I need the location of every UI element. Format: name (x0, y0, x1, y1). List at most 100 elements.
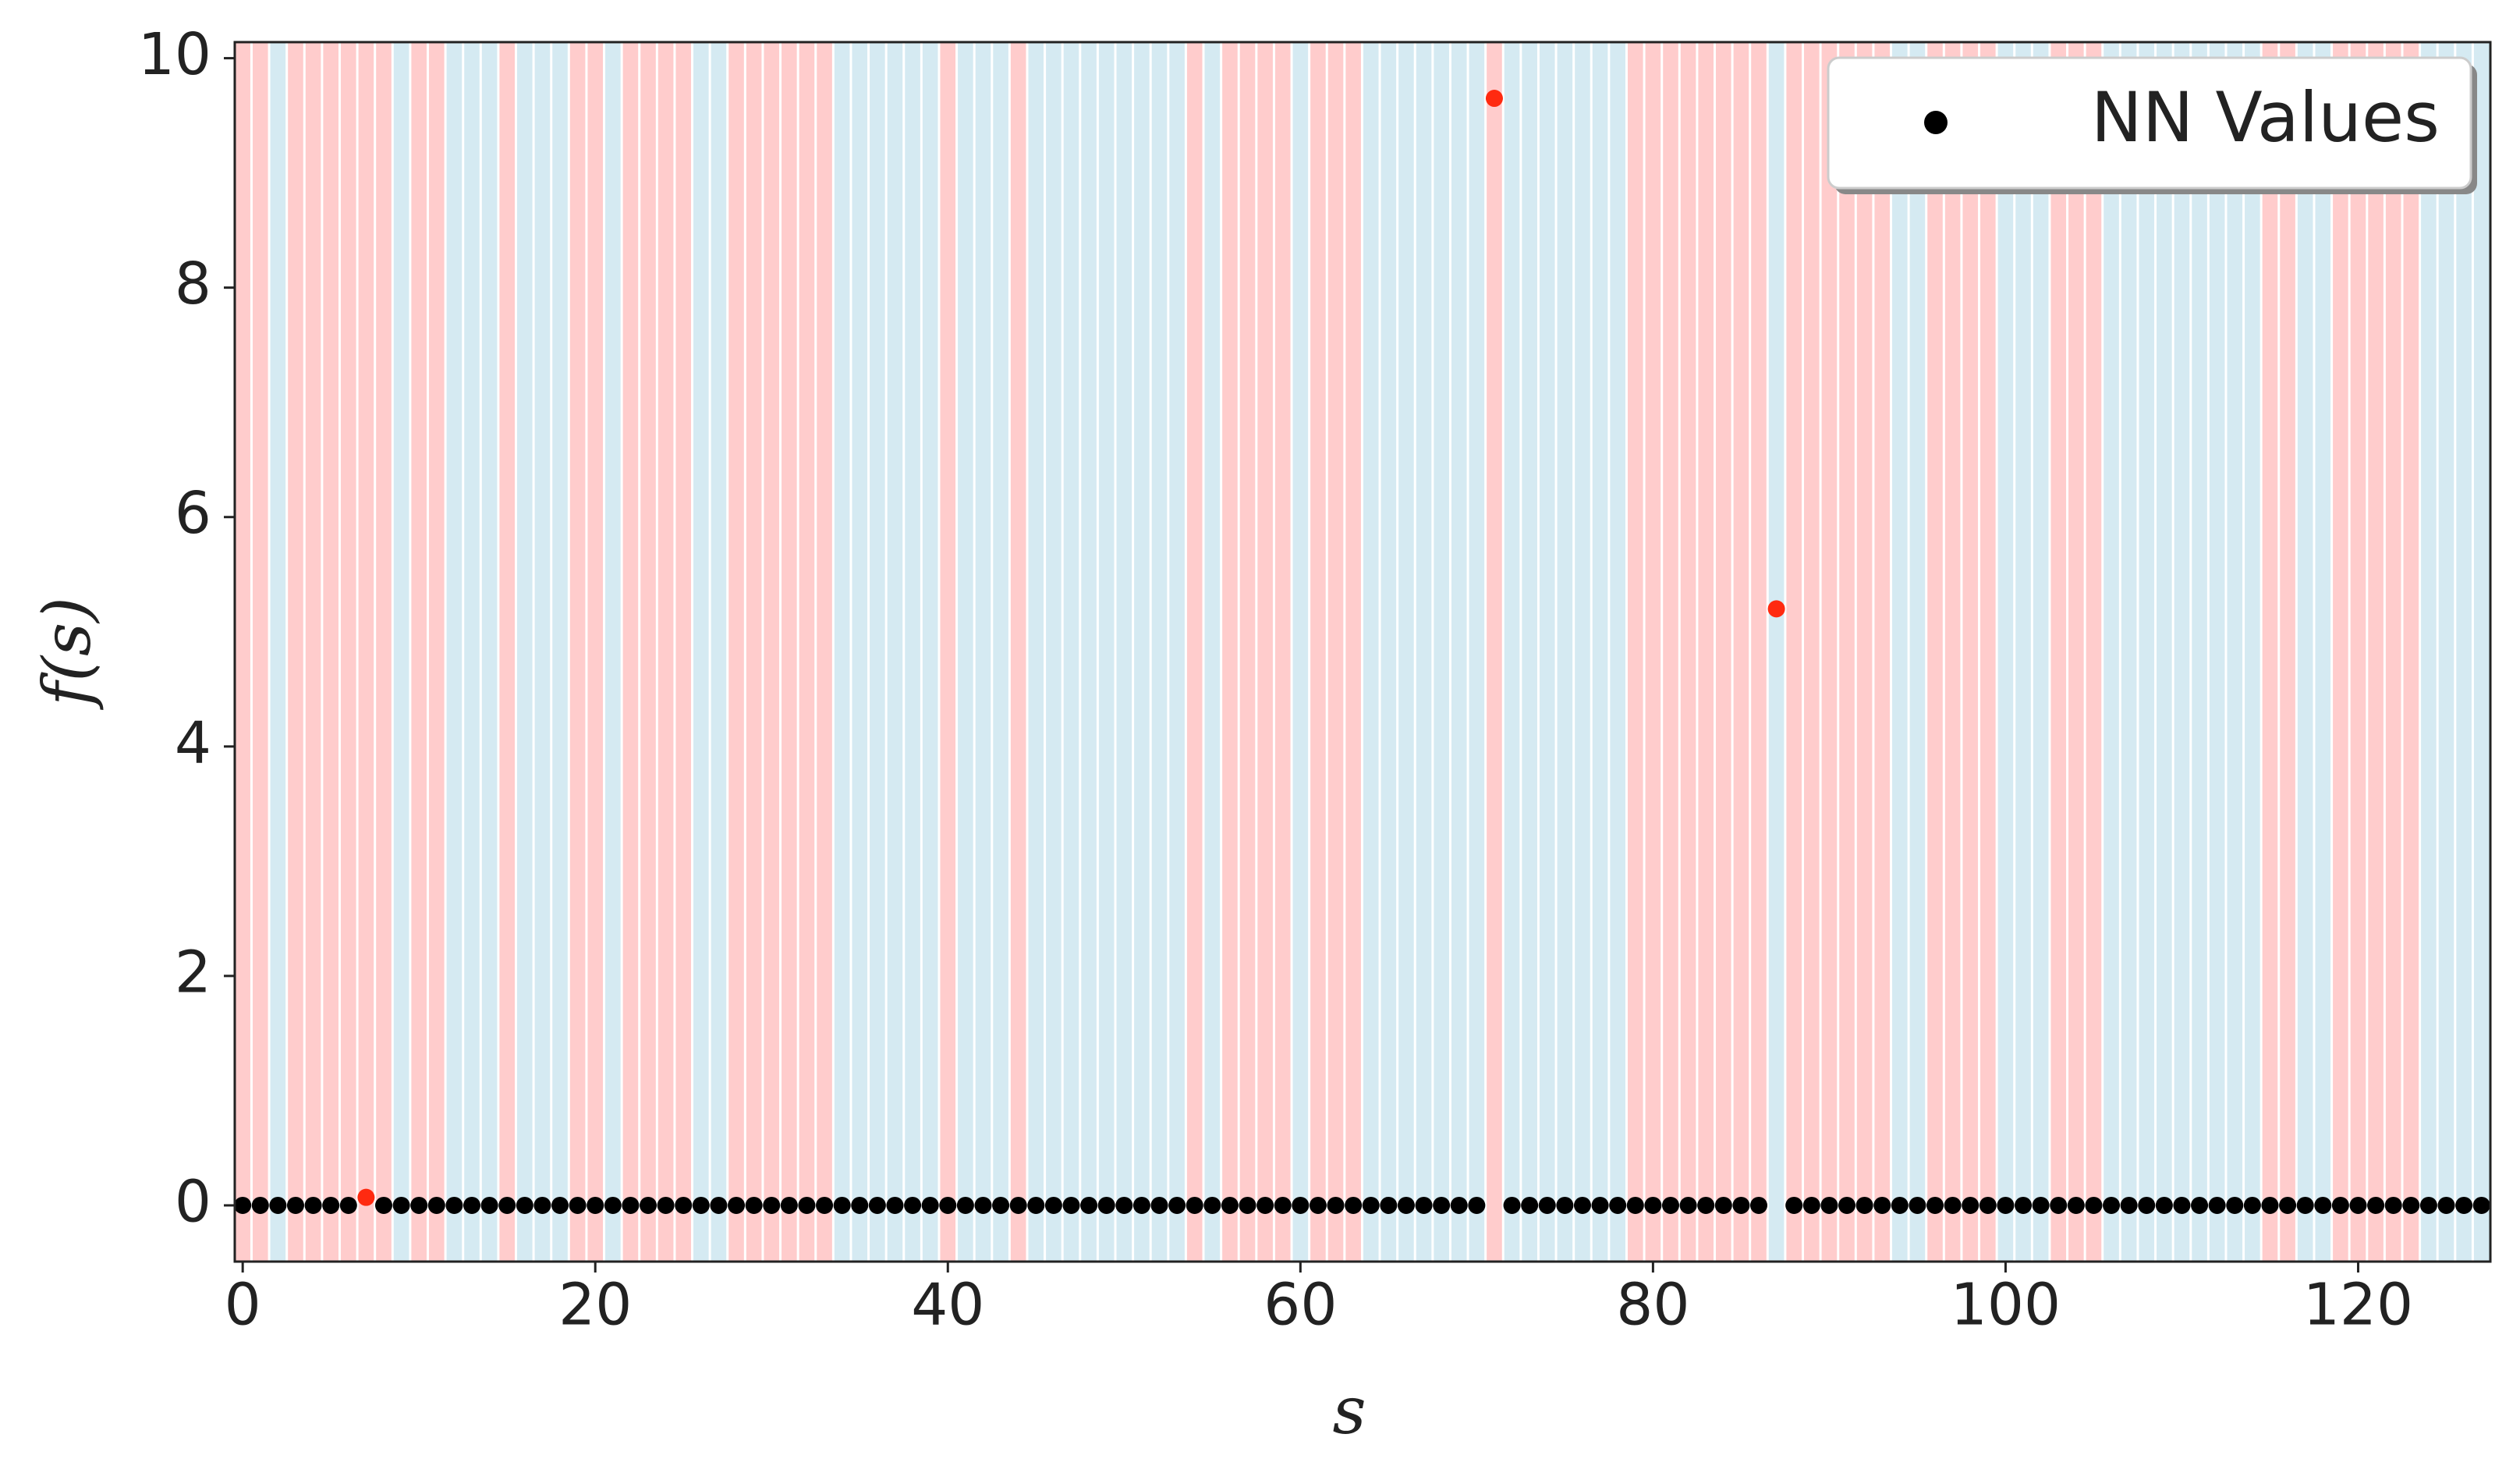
data-point (569, 1196, 587, 1214)
data-point (1397, 1196, 1415, 1214)
data-point (410, 1196, 428, 1214)
data-point (1097, 1196, 1115, 1214)
data-point (1380, 1196, 1398, 1214)
shade-band (975, 42, 991, 1262)
shade-band (1803, 42, 1820, 1262)
data-point (2208, 1196, 2226, 1214)
plot-frame (233, 41, 2492, 1263)
shade-band (2068, 42, 2084, 1262)
data-point (1062, 1196, 1080, 1214)
data-point (1749, 1196, 1767, 1214)
data-point (1309, 1196, 1327, 1214)
data-point (1503, 1196, 1521, 1214)
shade-band (1698, 42, 1714, 1262)
shade-band (2333, 42, 2348, 1262)
legend: NN Values (1827, 56, 2477, 194)
data-point (2331, 1196, 2349, 1214)
shade-band (2050, 42, 2067, 1262)
data-point (1679, 1196, 1697, 1214)
data-point (745, 1196, 763, 1214)
data-point (1256, 1196, 1274, 1214)
data-point (1450, 1196, 1468, 1214)
shade-band (2262, 42, 2278, 1262)
data-point (1820, 1196, 1838, 1214)
y-tick-label: 6 (175, 480, 211, 547)
shade-band (1151, 42, 1168, 1262)
shade-band (1997, 42, 2014, 1262)
shade-band (2385, 42, 2401, 1262)
data-point (1538, 1196, 1556, 1214)
data-point (445, 1196, 463, 1214)
data-point (234, 1196, 252, 1214)
shade-band (517, 42, 533, 1262)
shade-band (1627, 42, 1643, 1262)
shade-band (2104, 42, 2119, 1262)
data-point (2138, 1196, 2156, 1214)
data-point (1891, 1196, 1909, 1214)
y-tick-label: 2 (175, 939, 211, 1006)
data-point (1433, 1196, 1451, 1214)
data-point (1292, 1196, 1310, 1214)
data-point (921, 1196, 939, 1214)
shade-band (1381, 42, 1397, 1262)
shade-band (1487, 42, 1502, 1262)
shade-band (940, 42, 956, 1262)
x-axis-label: s (1332, 1372, 1366, 1449)
data-point (2314, 1196, 2332, 1214)
data-point (1203, 1196, 1221, 1214)
shade-band (270, 42, 286, 1262)
data-point (1239, 1196, 1256, 1214)
shade-band (2350, 42, 2366, 1262)
shade-band (2438, 42, 2454, 1262)
shade-band (1063, 42, 1079, 1262)
shade-band (2315, 42, 2331, 1262)
data-point (2226, 1196, 2244, 1214)
shade-band (887, 42, 903, 1262)
data-point (1697, 1196, 1715, 1214)
data-point (1115, 1196, 1133, 1214)
data-point (851, 1196, 869, 1214)
shade-band (2421, 42, 2437, 1262)
shade-band (288, 42, 303, 1262)
shade-band (1363, 42, 1379, 1262)
shade-band (340, 42, 356, 1262)
shade-band (1504, 42, 1520, 1262)
data-point (1168, 1196, 1186, 1214)
shade-band (1204, 42, 1221, 1262)
data-point (956, 1196, 974, 1214)
shade-band (376, 42, 392, 1262)
x-tick-label: 40 (911, 1272, 984, 1339)
shade-band (834, 42, 850, 1262)
data-point (2067, 1196, 2085, 1214)
data-point (2050, 1196, 2068, 1214)
shade-band (1257, 42, 1273, 1262)
x-tick-label: 100 (1951, 1272, 2061, 1339)
data-point (1186, 1196, 1203, 1214)
shade-band (1046, 42, 1062, 1262)
data-point (833, 1196, 851, 1214)
shade-band (1927, 42, 1943, 1262)
data-point (1345, 1196, 1363, 1214)
data-point (1150, 1196, 1168, 1214)
data-point (1027, 1196, 1045, 1214)
data-point (269, 1196, 287, 1214)
data-point (1556, 1196, 1574, 1214)
data-point (2032, 1196, 2050, 1214)
shade-band (2245, 42, 2260, 1262)
data-point (1521, 1196, 1539, 1214)
y-tick-label: 10 (138, 21, 211, 88)
data-point (1626, 1196, 1644, 1214)
shade-band (905, 42, 920, 1262)
data-point (322, 1196, 340, 1214)
shade-band (1028, 42, 1044, 1262)
data-point (2279, 1196, 2297, 1214)
shade-band (1909, 42, 1926, 1262)
shade-band (1434, 42, 1449, 1262)
data-point (1767, 600, 1785, 618)
data-point (480, 1196, 498, 1214)
shade-band (1839, 42, 1855, 1262)
shade-band (1874, 42, 1891, 1262)
data-point (2243, 1196, 2261, 1214)
shade-band (1768, 42, 1785, 1262)
